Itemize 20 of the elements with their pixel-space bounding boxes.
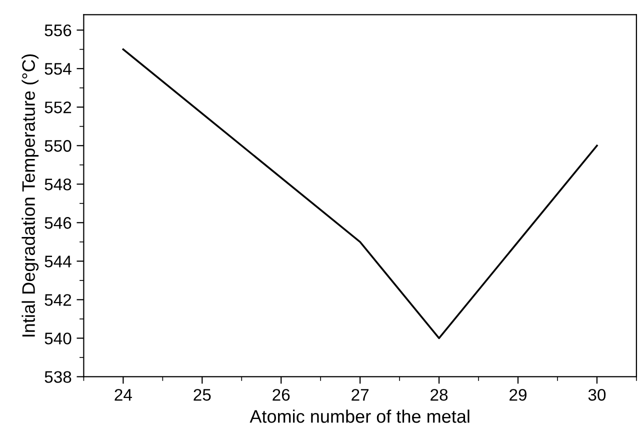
y-axis-title: Intial Degradation Temperature (°C) — [22, 54, 39, 336]
y-tick-label: 554 — [44, 63, 72, 75]
line-series — [122, 48, 598, 340]
x-tick-label: 28 — [430, 388, 448, 401]
y-tick-label: 556 — [44, 24, 72, 36]
y-tick-label: 552 — [44, 102, 72, 114]
y-tick-label: 538 — [44, 371, 72, 383]
y-tick-label: 540 — [44, 332, 72, 344]
x-tick-label: 24 — [114, 388, 132, 401]
y-tick-label: 548 — [44, 178, 72, 190]
x-tick-label: 29 — [510, 388, 526, 401]
x-tick-label: 27 — [352, 388, 369, 401]
y-tick-label: 544 — [44, 256, 72, 268]
y-tick-label: 542 — [44, 294, 72, 306]
x-axis-title: Atomic number of the metal — [250, 410, 470, 423]
x-tick-label: 30 — [588, 388, 606, 401]
y-tick-label: 550 — [44, 140, 72, 152]
y-tick-label: 546 — [44, 217, 72, 229]
x-tick-label: 26 — [272, 388, 290, 401]
x-tick-label: 25 — [194, 388, 211, 401]
